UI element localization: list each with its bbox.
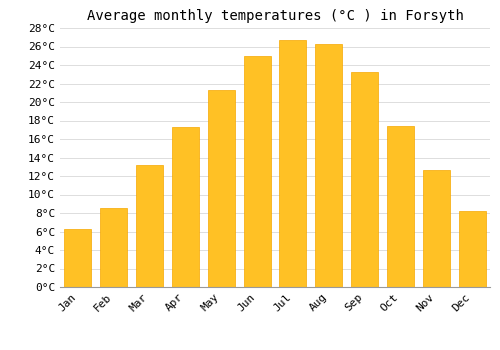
Bar	[172, 127, 199, 287]
Bar	[387, 126, 414, 287]
Bar	[423, 169, 450, 287]
Bar	[136, 165, 163, 287]
Bar	[100, 208, 127, 287]
Bar	[351, 72, 378, 287]
Bar	[316, 44, 342, 287]
Bar	[244, 56, 270, 287]
Bar	[64, 229, 92, 287]
Bar	[280, 40, 306, 287]
Title: Average monthly temperatures (°C ) in Forsyth: Average monthly temperatures (°C ) in Fo…	[86, 9, 464, 23]
Bar	[208, 90, 234, 287]
Bar	[458, 211, 485, 287]
